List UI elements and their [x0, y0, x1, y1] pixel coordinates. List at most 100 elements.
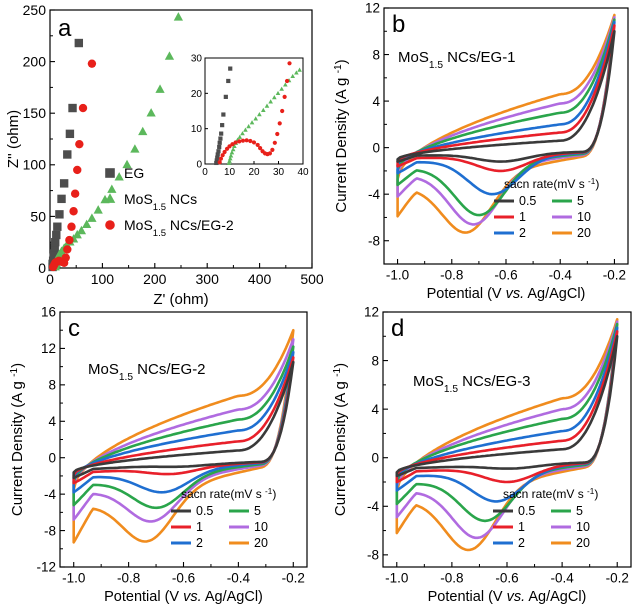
inset-y-tick-label: 30 — [191, 54, 203, 65]
x-tick-label: 100 — [91, 271, 115, 287]
y-tick-label: 12 — [41, 341, 56, 356]
x-axis-label: Potential (V vs. Ag/AgCl) — [427, 286, 586, 302]
x-tick-label: -0.8 — [117, 571, 140, 586]
text-span: NCs/EG-2 — [166, 217, 234, 233]
inset-point-square — [217, 144, 222, 150]
text-span: ) — [594, 487, 598, 501]
data-point-circle — [69, 207, 78, 216]
y-tick-label: 0 — [48, 450, 56, 465]
inset-point-square — [215, 155, 220, 160]
data-point-circle — [67, 222, 76, 231]
inset-point-circle — [217, 160, 222, 165]
inset-point-triangle — [264, 103, 270, 108]
data-point-triangle — [164, 51, 175, 60]
inset-point-circle — [258, 146, 263, 151]
y-tick-label: 8 — [371, 353, 379, 368]
y-tick-label: 12 — [365, 1, 380, 16]
text-span: Ag/AgCl) — [524, 286, 585, 302]
y-tick-label: -12 — [36, 560, 56, 575]
inset-point-triangle — [237, 134, 243, 139]
inset-point-triangle — [249, 120, 255, 125]
text-span: g — [333, 73, 350, 86]
data-point-square — [55, 210, 64, 219]
data-point-triangle — [107, 184, 117, 193]
text-span: g — [9, 377, 26, 390]
superscript: -1 — [265, 487, 273, 496]
legend-title: sacn rate(mV s -1​) — [504, 177, 599, 192]
y-axis-label: Current Density (A g -1​) — [333, 59, 351, 212]
inset-point-circle — [222, 149, 227, 155]
inset-x-tick-label: 20 — [248, 167, 260, 178]
x-axis-label: Potential (V vs. Ag/AgCl) — [104, 589, 263, 605]
superscript: -1 — [332, 368, 343, 377]
x-tick-label: 0 — [46, 271, 54, 287]
panel-label: b — [392, 11, 405, 38]
y-tick-label: -8 — [367, 548, 379, 563]
text-span: Current Density (A — [332, 389, 349, 516]
inset: 0 10 20 30 40 0 10 20 30 — [191, 54, 309, 179]
subscript: 1.5 — [444, 384, 458, 395]
inset-point-square — [220, 123, 225, 128]
inset-y-tick-label: 0 — [196, 160, 202, 171]
cv-curves — [396, 13, 616, 234]
data-point-square — [63, 150, 72, 159]
y-tick-label: 12 — [364, 305, 379, 320]
inset-point-square — [216, 149, 221, 154]
inset-point-circle — [280, 108, 285, 114]
x-tick-label: -0.6 — [494, 268, 517, 283]
data-point-circle — [70, 189, 80, 198]
inset-point-triangle — [257, 112, 262, 117]
y-axis-label: Z'' (ohm) — [5, 110, 22, 168]
cv-curve-2 — [396, 20, 616, 196]
y-tick-label: -4 — [367, 499, 379, 514]
inset-point-triangle — [228, 153, 234, 158]
inset-point-circle — [284, 78, 290, 84]
inset-x-tick-label: 0 — [202, 167, 208, 178]
legend-label: 1 — [519, 210, 526, 224]
y-tick-label: -4 — [44, 487, 56, 502]
y-axis-label: Current Density (A g -1​) — [332, 363, 350, 516]
x-tick-label: -0.8 — [440, 571, 463, 586]
inset-point-circle — [282, 94, 287, 99]
inset-point-triangle — [232, 143, 237, 149]
italic-vs: vs. — [506, 286, 525, 302]
text-span: NCs/EG-2 — [133, 361, 206, 378]
inset-point-circle — [248, 138, 253, 144]
text-span: MoS — [88, 361, 119, 378]
legend-label: 10 — [577, 210, 591, 224]
y-tick-label: -8 — [44, 523, 56, 538]
y-tick-label: 4 — [371, 402, 379, 417]
y-tick-label: 100 — [23, 157, 47, 173]
legend-label: 1 — [196, 520, 203, 534]
data-point-triangle — [93, 205, 103, 214]
legend-label: 5 — [254, 504, 261, 518]
italic-vs: vs. — [507, 589, 526, 605]
inset-point-circle — [220, 153, 225, 158]
cv-curves — [395, 318, 619, 552]
inset-point-triangle — [275, 90, 281, 96]
inset-point-triangle — [229, 150, 235, 155]
inset-point-triangle — [294, 70, 299, 75]
inset-point-circle — [267, 151, 273, 156]
legend-label: 5 — [577, 194, 584, 208]
text-span: s — [579, 177, 588, 191]
y-tick-label: -8 — [368, 233, 380, 248]
inset-point-triangle — [297, 67, 302, 72]
x-tick-label: -0.2 — [282, 571, 305, 586]
inset-point-circle — [270, 147, 275, 152]
x-tick-label: 500 — [300, 271, 324, 287]
legend-label: 0.5 — [196, 504, 213, 518]
subscript: 1.5 — [153, 202, 166, 213]
y-tick-label: 4 — [48, 414, 56, 429]
panel-label: c — [68, 315, 80, 342]
x-tick-label: -1.0 — [62, 571, 85, 586]
cv-curve-1 — [396, 24, 616, 173]
text-span: MoS — [124, 191, 153, 207]
text-span: g — [332, 377, 349, 390]
x-tick-label: -0.2 — [603, 268, 626, 283]
cv-curve-2 — [395, 326, 619, 503]
inset-point-circle — [218, 156, 224, 161]
y-tick-label: 16 — [41, 305, 56, 320]
legend: sacn rate(mV s -1​) 0.5 1 2 5 10 20 — [171, 487, 276, 550]
